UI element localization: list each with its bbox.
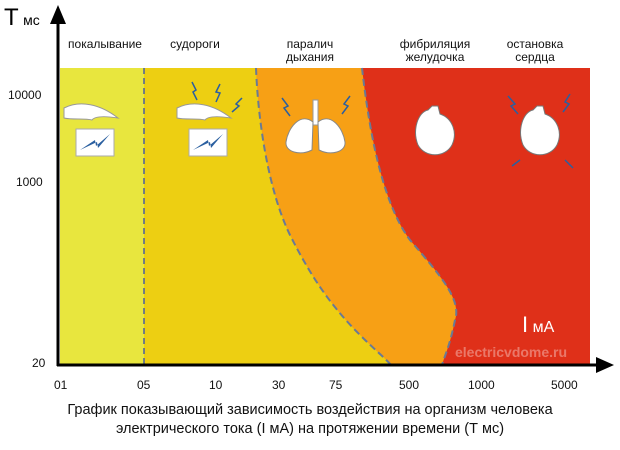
x-tick: 01 (54, 378, 68, 392)
y-tick: 10000 (8, 88, 42, 102)
x-tick: 5000 (551, 378, 578, 392)
lungs-icon (281, 95, 351, 154)
caption-line-2: электрического тока (I мА) на протяжении… (115, 421, 505, 437)
caption-line-1: График показывающий зависимость воздейст… (67, 402, 553, 418)
y-axis-symbol: T (4, 4, 19, 31)
zone-label-respiratory-paralysis: паралич дыхания (286, 37, 334, 64)
zone-label-cardiac-arrest: остановка сердца (506, 37, 564, 64)
watermark: electricvdome.ru (455, 344, 568, 360)
hand-shock-icon (63, 103, 120, 157)
x-axis-symbol: I (522, 312, 529, 337)
y-tick: 20 (32, 356, 46, 370)
heart-sparks-icon (507, 93, 574, 169)
x-axis-label: I мА (522, 312, 554, 338)
y-axis-unit: мс (23, 12, 40, 28)
x-tick: 05 (137, 378, 151, 392)
zone-label-cramps: судороги (170, 37, 220, 51)
x-axis-arrow (596, 357, 614, 373)
x-axis-unit: мА (532, 319, 555, 336)
zone-label-tingling: покалывание (68, 37, 142, 51)
y-axis-arrow (50, 5, 66, 24)
x-tick: 30 (272, 378, 286, 392)
y-tick: 1000 (16, 175, 43, 189)
x-tick: 10 (209, 378, 223, 392)
x-tick: 75 (329, 378, 343, 392)
x-tick: 500 (399, 378, 420, 392)
y-axis-label: T мс (4, 4, 40, 32)
x-tick: 1000 (468, 378, 495, 392)
heart-icon (415, 105, 455, 156)
hand-shock-sparks-icon (176, 81, 243, 157)
zone-label-fibrillation: фибриляция желудочка (399, 37, 471, 64)
